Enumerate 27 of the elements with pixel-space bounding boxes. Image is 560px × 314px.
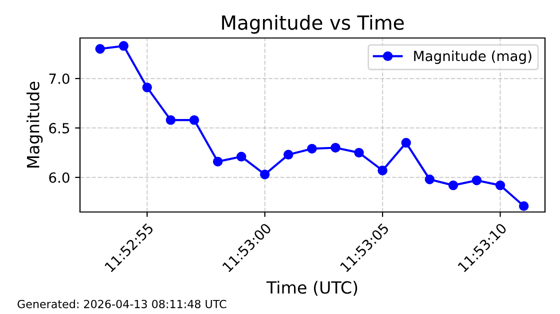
point [495,180,506,190]
point [448,180,458,190]
y-tick-label: 7.0 [49,74,70,84]
y-tick-label: 6.0 [49,172,70,183]
point [236,152,246,162]
point [401,138,411,148]
point [284,150,294,160]
point [166,115,176,125]
point [518,201,529,211]
point [354,148,364,158]
y-tick-label: 6.5 [49,122,70,134]
point [95,44,105,54]
legend-label: Magnitude (mag) [414,50,532,64]
point [472,176,482,186]
chart-title: Magnitude vs Time [222,14,404,34]
point [424,174,435,184]
point [307,144,317,154]
text: Generated: 2026-04-13 08:11:48 UTC [18,300,226,308]
point [212,156,223,166]
y-axis-title: Magnitude [26,82,43,168]
point [189,115,200,125]
point [142,82,152,92]
point [378,166,388,176]
x-axis-title: Time (UTC) [266,280,358,296]
point [118,41,129,51]
point [330,142,340,153]
point [260,170,270,180]
